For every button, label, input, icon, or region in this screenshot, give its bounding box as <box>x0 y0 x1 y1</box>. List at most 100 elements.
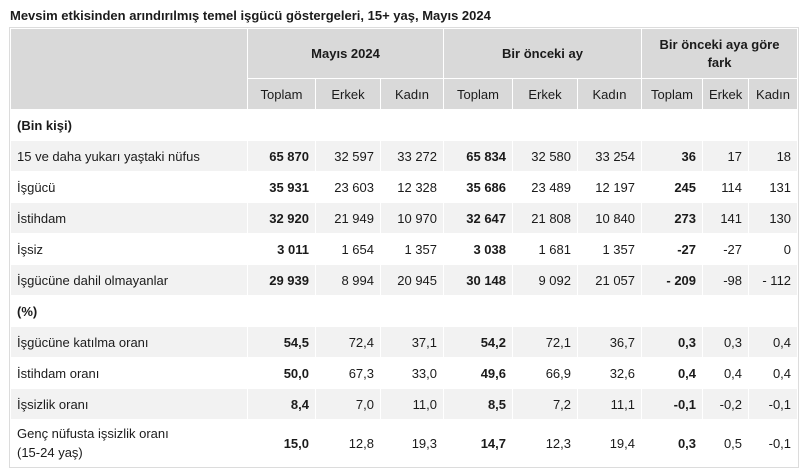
value-previous-kadin: 11,1 <box>577 388 643 420</box>
value-difference-kadin: 0,4 <box>748 326 799 358</box>
value-difference-toplam: - 209 <box>641 264 704 296</box>
value-previous-erkek: 7,2 <box>512 388 579 420</box>
subheader-current-toplam: Toplam <box>247 78 316 110</box>
value-difference-erkek: 17 <box>702 140 750 172</box>
value-current-erkek: 7,0 <box>315 388 381 420</box>
section-label: (%) <box>9 295 799 327</box>
value-current-kadin: 20 945 <box>379 264 445 296</box>
group-header-previous-month: Bir önceki ay <box>443 28 643 79</box>
value-previous-kadin: 19,4 <box>577 419 643 467</box>
value-current-kadin: 33 272 <box>379 140 445 172</box>
table-title: Mevsim etkisinden arındırılmış temel işg… <box>10 8 491 23</box>
value-current-erkek: 1 654 <box>315 233 381 265</box>
value-current-kadin: 11,0 <box>379 388 445 420</box>
row-label: İstihdam oranı <box>10 357 248 389</box>
sub-header-row: Toplam Erkek Kadın Toplam Erkek Kadın To… <box>11 78 799 110</box>
row-label: İşgücüne katılma oranı <box>10 326 248 358</box>
row-label: İstihdam <box>10 202 248 234</box>
value-previous-erkek: 72,1 <box>512 326 579 358</box>
value-current-kadin: 19,3 <box>379 419 445 467</box>
table-row: İstihdam 32 920 21 949 10 970 32 647 21 … <box>10 202 799 234</box>
table-row: İşgücüne katılma oranı 54,5 72,4 37,1 54… <box>10 326 799 358</box>
value-current-erkek: 21 949 <box>315 202 381 234</box>
subheader-difference-erkek: Erkek <box>702 78 750 110</box>
value-current-toplam: 35 931 <box>247 171 316 203</box>
value-current-erkek: 23 603 <box>315 171 381 203</box>
value-current-erkek: 12,8 <box>315 419 381 467</box>
group-header-row: Mayıs 2024 Bir önceki ay Bir önceki aya … <box>10 28 799 110</box>
value-difference-erkek: 0,5 <box>702 419 750 467</box>
value-current-kadin: 12 328 <box>379 171 445 203</box>
value-previous-toplam: 65 834 <box>443 140 514 172</box>
value-previous-kadin: 32,6 <box>577 357 643 389</box>
table-row: İşsizlik oranı 8,4 7,0 11,0 8,5 7,2 11,1… <box>10 388 799 420</box>
value-current-toplam: 15,0 <box>247 419 316 467</box>
header-corner-cell <box>10 28 248 110</box>
value-difference-toplam: 273 <box>641 202 704 234</box>
value-current-toplam: 32 920 <box>247 202 316 234</box>
value-difference-erkek: 0,4 <box>702 357 750 389</box>
value-difference-kadin: - 112 <box>748 264 799 296</box>
table-row: İşgücü 35 931 23 603 12 328 35 686 23 48… <box>10 171 799 203</box>
value-current-toplam: 3 011 <box>247 233 316 265</box>
value-difference-toplam: 36 <box>641 140 704 172</box>
row-label: İşgücüne dahil olmayanlar <box>10 264 248 296</box>
labour-force-indicators-table: Mayıs 2024 Bir önceki ay Bir önceki aya … <box>8 27 800 468</box>
value-previous-erkek: 23 489 <box>512 171 579 203</box>
value-difference-kadin: 130 <box>748 202 799 234</box>
value-difference-toplam: 245 <box>641 171 704 203</box>
value-previous-erkek: 9 092 <box>512 264 579 296</box>
value-difference-toplam: 0,4 <box>641 357 704 389</box>
value-previous-erkek: 66,9 <box>512 357 579 389</box>
value-current-kadin: 1 357 <box>379 233 445 265</box>
group-header-difference-label: Bir önceki aya göre fark <box>659 36 780 70</box>
value-previous-kadin: 10 840 <box>577 202 643 234</box>
value-current-toplam: 54,5 <box>247 326 316 358</box>
value-previous-toplam: 3 038 <box>443 233 514 265</box>
subheader-difference-kadin: Kadın <box>748 78 799 110</box>
value-difference-toplam: -0,1 <box>641 388 704 420</box>
value-current-toplam: 8,4 <box>247 388 316 420</box>
group-header-current-month: Mayıs 2024 <box>246 28 445 79</box>
value-current-toplam: 65 870 <box>247 140 316 172</box>
value-previous-kadin: 12 197 <box>577 171 643 203</box>
value-difference-kadin: 0,4 <box>748 357 799 389</box>
value-difference-erkek: -27 <box>702 233 750 265</box>
subheader-previous-kadin: Kadın <box>577 78 643 110</box>
table-row: Genç nüfusta işsizlik oranı (15-24 yaş) … <box>10 419 799 467</box>
value-current-kadin: 37,1 <box>379 326 445 358</box>
value-difference-erkek: 0,3 <box>702 326 750 358</box>
section-row-percent: (%) <box>9 295 799 327</box>
value-difference-kadin: 18 <box>748 140 799 172</box>
table-row: 15 ve daha yukarı yaştaki nüfus 65 870 3… <box>10 140 799 172</box>
value-previous-toplam: 54,2 <box>443 326 514 358</box>
section-label: (Bin kişi) <box>9 109 799 141</box>
value-current-kadin: 33,0 <box>379 357 445 389</box>
value-current-erkek: 32 597 <box>315 140 381 172</box>
subheader-current-erkek: Erkek <box>315 78 381 110</box>
value-previous-toplam: 49,6 <box>443 357 514 389</box>
subheader-difference-toplam: Toplam <box>641 78 704 110</box>
value-difference-toplam: 0,3 <box>641 419 704 467</box>
value-previous-toplam: 8,5 <box>443 388 514 420</box>
value-difference-toplam: 0,3 <box>641 326 704 358</box>
value-previous-erkek: 12,3 <box>512 419 579 467</box>
value-current-toplam: 50,0 <box>247 357 316 389</box>
value-difference-kadin: -0,1 <box>748 388 799 420</box>
row-label: İşgücü <box>10 171 248 203</box>
row-label: İşsizlik oranı <box>10 388 248 420</box>
value-current-erkek: 72,4 <box>315 326 381 358</box>
value-previous-kadin: 21 057 <box>577 264 643 296</box>
value-previous-kadin: 33 254 <box>577 140 643 172</box>
value-difference-toplam: -27 <box>641 233 704 265</box>
value-difference-erkek: -98 <box>702 264 750 296</box>
value-difference-erkek: 141 <box>702 202 750 234</box>
table-row: İstihdam oranı 50,0 67,3 33,0 49,6 66,9 … <box>10 357 799 389</box>
value-previous-erkek: 1 681 <box>512 233 579 265</box>
group-header-difference: Bir önceki aya göre fark <box>641 28 799 79</box>
value-current-erkek: 8 994 <box>315 264 381 296</box>
value-previous-kadin: 36,7 <box>577 326 643 358</box>
value-difference-kadin: 131 <box>748 171 799 203</box>
value-previous-kadin: 1 357 <box>577 233 643 265</box>
value-difference-kadin: 0 <box>748 233 799 265</box>
